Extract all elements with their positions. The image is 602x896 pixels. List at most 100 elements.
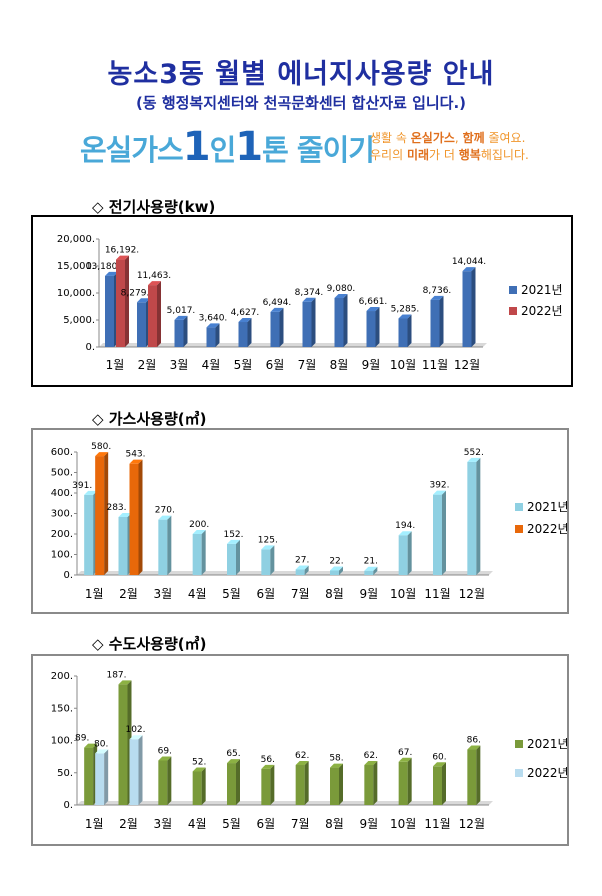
electricity-bar-2021-front <box>174 319 184 347</box>
electricity-bar-2022 <box>116 255 129 347</box>
electricity-bar-2021 <box>174 315 188 347</box>
gas-bar-2021 <box>467 457 481 575</box>
water-bar-2021-side <box>236 759 240 805</box>
electricity-bar-2021-top <box>238 318 252 323</box>
gas-bar-2021-top <box>398 531 412 536</box>
water-bar-2021-front <box>433 766 442 805</box>
water-data-label: 67. <box>398 748 412 758</box>
water-data-label: 62. <box>364 751 378 761</box>
gas-x-tick-label: 12월 <box>459 587 485 601</box>
water-bar-2021-side <box>304 761 309 805</box>
water-heading: ◇ 수도사용량(㎥) <box>92 635 207 653</box>
gas-bar-2021-front <box>467 461 477 575</box>
electricity-bar-2021-top <box>334 293 348 298</box>
water-bar-2021-top <box>261 764 275 769</box>
electricity-bar-2022-front <box>116 259 125 347</box>
water-x-tick-label: 3월 <box>153 817 172 831</box>
water-legend-swatch <box>515 769 523 777</box>
electricity-data-label: 16,192. <box>105 246 139 256</box>
electricity-bar-2021 <box>366 307 380 347</box>
slogan-number: 1 <box>235 124 263 170</box>
gas-data-label: 283. <box>106 503 126 513</box>
gas-x-tick-label: 4월 <box>188 587 207 601</box>
gas-chart-frame: 0. 100. 200. 300. 400. 500. 600. 1월 391. 580. 2월 28… <box>31 428 569 614</box>
water-bar-2021-top <box>295 761 309 766</box>
gas-x-tick-label: 5월 <box>222 587 241 601</box>
water-data-label: 80. <box>94 739 108 749</box>
water-data-label: 86. <box>467 736 481 746</box>
gas-data-label: 125. <box>258 535 278 545</box>
water-bar-2021 <box>433 762 446 805</box>
electricity-bar-2021 <box>398 314 412 347</box>
gas-bar-2021-front <box>398 535 408 575</box>
water-bar-2021-front <box>158 760 168 805</box>
electricity-legend-swatch <box>509 307 517 315</box>
water-bar-2022-side <box>138 735 143 805</box>
water-bar-2021-front <box>192 771 202 805</box>
electricity-data-label: 9,080. <box>327 284 356 294</box>
water-bar-2022-front <box>129 739 139 805</box>
gas-y-tick-label: 600. <box>51 447 73 458</box>
electricity-bar-2021 <box>206 323 220 347</box>
water-data-label: 187. <box>106 670 126 680</box>
water-bar-2022-side <box>104 749 109 805</box>
water-bar-2021-side <box>442 762 446 805</box>
electricity-bar-2021-side <box>247 318 252 347</box>
electricity-x-tick-label: 12월 <box>454 358 480 372</box>
gas-data-label: 200. <box>189 520 209 530</box>
page-title: 농소3동 월별 에너지사용량 안내 <box>107 59 495 90</box>
electricity-x-tick-label: 2월 <box>138 358 157 372</box>
electricity-data-label: 5,017. <box>167 306 196 316</box>
water-x-tick-label: 10월 <box>390 817 416 831</box>
gas-legend-label: 2022년 <box>527 522 567 536</box>
water-x-tick-label: 8월 <box>325 817 344 831</box>
water-bar-2021-side <box>270 764 275 805</box>
electricity-x-tick-label: 7월 <box>298 358 317 372</box>
gas-bar-2021-top <box>158 515 172 520</box>
water-bar-2021-front <box>398 761 408 805</box>
gas-y-tick-label: 300. <box>51 509 73 520</box>
electricity-bar-2021-top <box>366 307 380 312</box>
water-x-tick-label: 2월 <box>119 817 138 831</box>
electricity-bar-2021-top <box>206 323 220 328</box>
gas-bar-2021 <box>261 545 275 575</box>
electricity-data-label: 3,640. <box>199 313 228 323</box>
gas-bar-2021-top <box>84 490 98 495</box>
electricity-data-label: 8,279. <box>121 288 150 298</box>
gas-bar-2021 <box>295 565 309 575</box>
electricity-chart-frame: 0. 5,000. 10,000. 15,000. 20,000. 1월 13,180. 16… <box>31 215 573 387</box>
water-bar-2021-top <box>398 757 412 762</box>
slogan-banner: 온실가스1인1톤 줄이기 <box>80 124 375 170</box>
water-bar-2021-front <box>330 767 339 805</box>
water-bar-2021 <box>295 761 309 805</box>
water-x-tick-label: 7월 <box>291 817 310 831</box>
water-bar-2021-side <box>373 761 378 805</box>
gas-data-label: 391. <box>72 481 92 491</box>
water-y-tick-label: 150. <box>51 703 73 714</box>
electricity-bar-2021-front <box>137 302 146 347</box>
water-bar-2021 <box>330 763 343 805</box>
gas-y-tick-label: 0. <box>63 570 73 581</box>
electricity-heading: ◇ 전기사용량(kw) <box>92 198 216 216</box>
gas-bar-2022-side <box>104 452 109 575</box>
electricity-bar-2021 <box>334 293 348 347</box>
gas-bar-2021-side <box>201 530 206 575</box>
water-bar-2022-top <box>129 735 143 740</box>
gas-bar-2022-side <box>138 459 143 575</box>
electricity-bar-2021-front <box>334 297 344 347</box>
slogan-tagline: 생활 속 온실가스, 함께 줄여요. 우리의 미래가 더 행복해집니다. <box>370 130 529 164</box>
gas-bar-2021 <box>158 515 172 575</box>
gas-bar-2021-side <box>304 565 309 575</box>
electricity-bar-2022-side <box>125 255 129 347</box>
electricity-legend-label: 2021년 <box>521 283 563 297</box>
water-data-label: 52. <box>192 757 206 767</box>
electricity-data-label: 4,627. <box>231 308 260 318</box>
gas-bar-2021-side <box>442 490 446 575</box>
gas-y-tick-label: 500. <box>51 468 73 479</box>
electricity-bar-2021-front <box>302 301 312 347</box>
electricity-bar-2021-front <box>398 318 408 347</box>
page-subtitle: (동 행정복지센터와 천곡문화센터 합산자료 입니다.) <box>135 94 467 112</box>
water-data-label: 56. <box>261 755 275 765</box>
gas-bar-2021 <box>330 566 343 575</box>
water-data-label: 69. <box>158 746 172 756</box>
